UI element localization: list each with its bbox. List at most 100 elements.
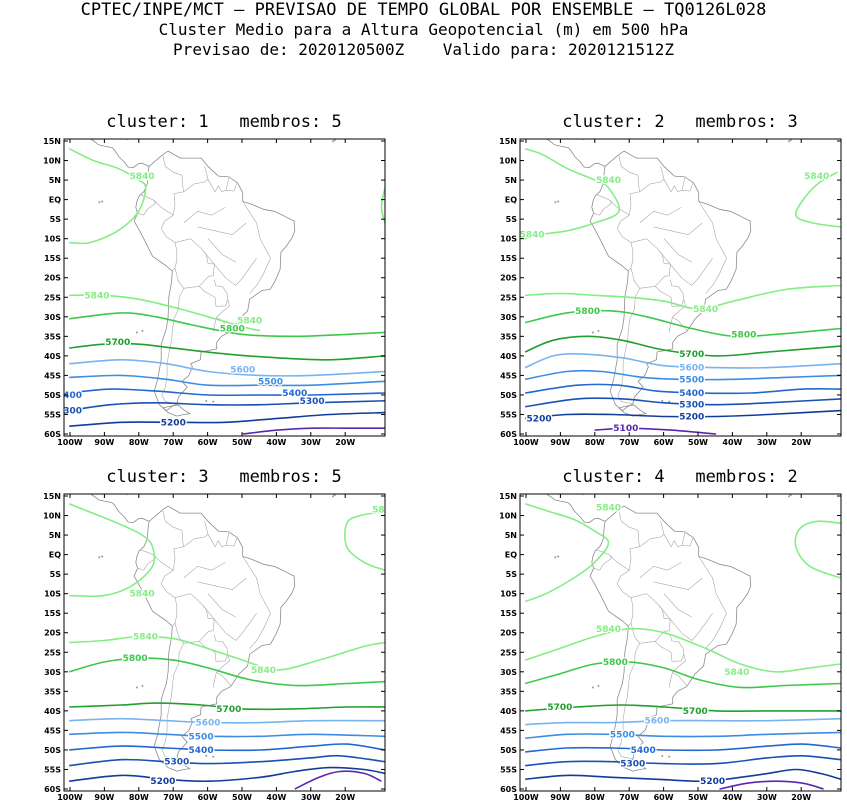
island (333, 139, 336, 142)
lat-label: 10N (499, 157, 517, 166)
contour-5800 (69, 312, 385, 338)
country-border (698, 556, 727, 649)
country-border (663, 533, 686, 548)
lat-label: 60S (500, 430, 517, 439)
contour-5400 (525, 743, 841, 753)
contour-label-5400: 5400 (189, 746, 214, 756)
island (205, 754, 208, 757)
country-border (197, 577, 247, 591)
map-panel-4: 5840 5840 5840 5800 5700 5700 5600 5500 5400 5300… (499, 492, 842, 802)
island (661, 399, 664, 402)
contour-label-5700: 5700 (683, 707, 708, 717)
lat-label: 5S (506, 215, 518, 224)
contour-label-5840: 5840 (693, 305, 718, 315)
island (597, 684, 600, 687)
coastline-africa (840, 534, 841, 536)
coastline-africa (384, 534, 385, 536)
lat-label: 20S (500, 629, 517, 638)
island (668, 755, 671, 758)
country-border (197, 222, 247, 236)
lat-label: 10S (44, 235, 61, 244)
country-border (617, 288, 640, 405)
country-border (183, 166, 209, 193)
contour-label-5300: 5300 (300, 397, 325, 407)
lat-label: 15N (43, 137, 61, 146)
lon-label: 80W (585, 438, 605, 447)
contour-5200 (525, 409, 841, 420)
lon-label: 40W (722, 438, 742, 447)
country-border (137, 549, 156, 571)
coastline-africa (384, 179, 385, 181)
country-border (242, 556, 271, 649)
contour-label-5800: 5800 (603, 658, 628, 668)
header-subtitle: Cluster Medio para a Altura Geopotencial… (158, 20, 689, 39)
country-border (183, 207, 226, 224)
country-border (242, 201, 271, 294)
contour-5500 (69, 731, 385, 738)
country-border (161, 643, 184, 760)
country-border (653, 577, 703, 591)
contour-label-5500: 5500 (258, 377, 283, 387)
lat-label: 30S (44, 668, 61, 677)
lon-label: 60W (654, 438, 674, 447)
contour-5100 (719, 780, 824, 790)
island (668, 400, 671, 403)
lon-label: 30W (301, 793, 321, 802)
contour-label-5200: 5200 (150, 777, 175, 787)
contour-5300 (525, 397, 841, 408)
lat-label: 5S (50, 215, 62, 224)
country-border (183, 562, 226, 579)
country-border (682, 183, 694, 192)
lat-label: 20S (500, 274, 517, 283)
lon-label: 90W (550, 793, 570, 802)
lat-label: 15S (500, 609, 517, 618)
contour-label-5840: 5840 (724, 668, 749, 678)
contour-label-5840: 5840 (596, 176, 621, 186)
lat-label: 10N (499, 512, 517, 521)
island (557, 555, 560, 558)
contour-5500 (69, 374, 385, 387)
header-title: CPTEC/INPE/MCT — PREVISAO DE TEMPO GLOBA… (80, 0, 767, 20)
contour-label-5840: 5840 (237, 317, 262, 327)
lat-label: 20S (44, 629, 61, 638)
island (212, 755, 215, 758)
island (35, 659, 37, 661)
country-border (663, 238, 692, 263)
island (135, 686, 138, 689)
map-content: 5840 5840 5840 5800 5700 5700 5600 5500 5400 5300… (524, 494, 841, 790)
contour-5600 (524, 352, 841, 369)
contour-5800 (524, 660, 841, 689)
lon-label: 30W (757, 793, 777, 802)
lat-label: 55S (44, 410, 61, 419)
island (333, 494, 336, 497)
lon-label: 70W (619, 438, 639, 447)
country-border (207, 533, 230, 548)
lat-label: 40S (44, 707, 61, 716)
contour-5700 (524, 335, 841, 357)
lon-label: 70W (163, 793, 183, 802)
lon-label: 100W (57, 793, 83, 802)
lat-label: 5N (505, 531, 517, 540)
panel-title-cluster-2: cluster: 2 membros: 3 (562, 112, 798, 132)
lon-label: 20W (335, 793, 355, 802)
contour-5400 (525, 383, 841, 395)
country-border (682, 538, 694, 547)
island (98, 201, 101, 204)
lat-label: 35S (44, 687, 61, 696)
contour-label-5800: 5800 (220, 325, 245, 335)
coastline-tierra-del-fuego (162, 404, 191, 417)
island (557, 200, 560, 203)
contour-label-5840: 5840 (130, 172, 155, 182)
contour-label-5700: 5700 (105, 338, 130, 348)
country-border (215, 654, 232, 687)
lat-label: 10N (43, 512, 61, 521)
contour-5800 (525, 309, 841, 338)
country-border (663, 178, 686, 193)
country-border (174, 593, 215, 644)
lat-label: 30S (44, 313, 61, 322)
island (591, 331, 594, 334)
contour-label-5700: 5700 (679, 350, 704, 360)
contour-5800 (68, 657, 385, 687)
coastline-south-america (133, 505, 296, 766)
coastline-south-america (589, 150, 752, 411)
